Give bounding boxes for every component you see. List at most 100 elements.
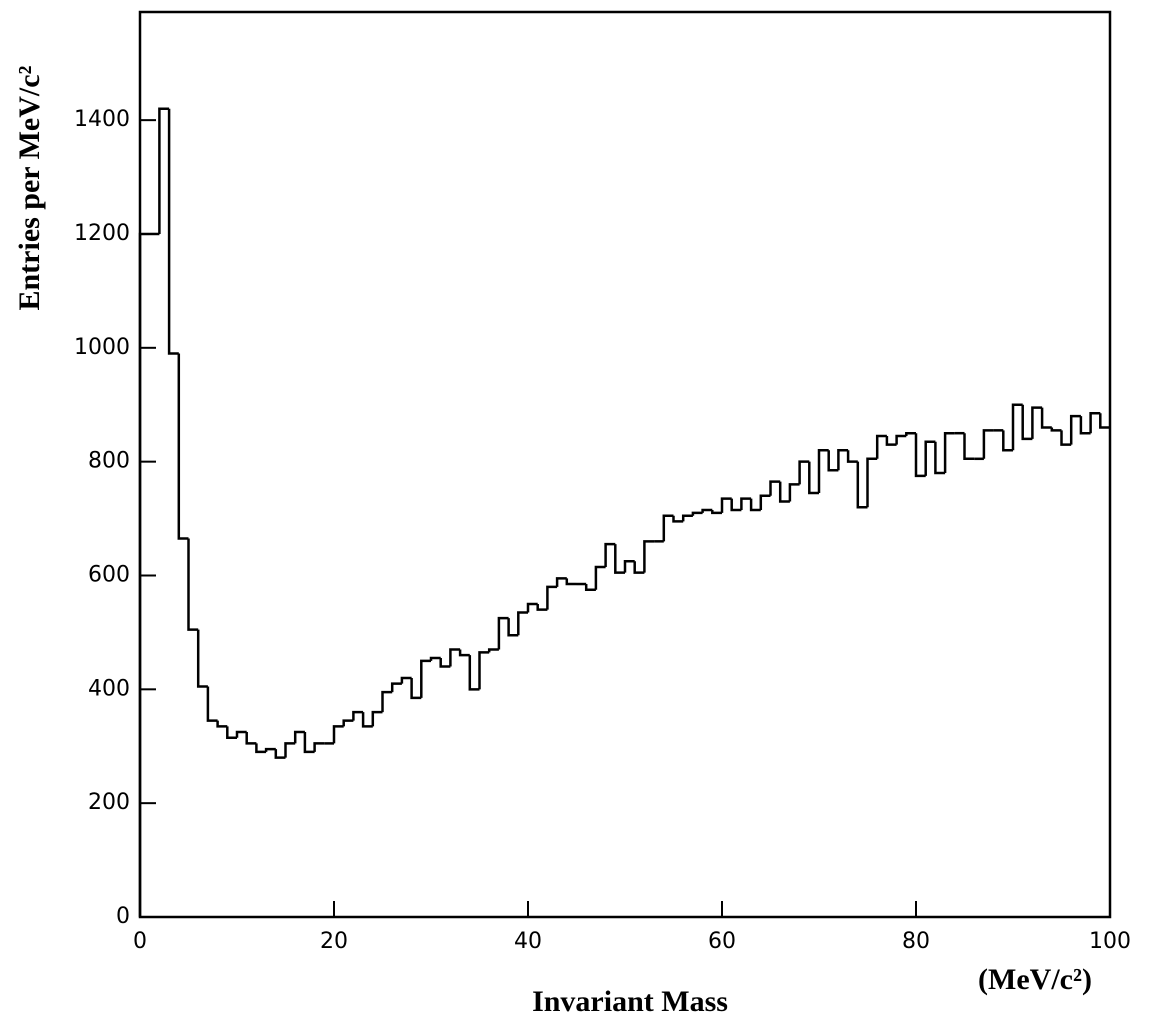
- x-tick-label: 20: [320, 929, 348, 954]
- y-tick-label: 1400: [74, 107, 130, 132]
- histogram-bin: [371, 710, 383, 727]
- histogram-bin: [1079, 416, 1091, 435]
- histogram-bin: [749, 498, 761, 512]
- histogram-bin: [274, 749, 286, 759]
- histogram-bin: [1002, 430, 1013, 452]
- histogram-bin: [924, 440, 936, 476]
- histogram-bin: [1060, 430, 1072, 446]
- histogram-bin: [643, 540, 655, 573]
- histogram-bin: [187, 538, 199, 631]
- y-tick-label: 800: [88, 449, 130, 474]
- x-tick-label: 100: [1089, 929, 1131, 954]
- histogram-bin: [934, 441, 946, 475]
- x-tick-label: 60: [708, 929, 736, 954]
- x-tick-label: 0: [133, 929, 147, 954]
- histogram-bin: [468, 655, 480, 691]
- histogram-bin: [167, 108, 179, 355]
- histogram-bin: [817, 449, 829, 493]
- histogram-bin: [681, 514, 693, 522]
- histogram-bin: [856, 461, 868, 509]
- histogram-bin: [759, 494, 771, 511]
- histogram-bin: [138, 232, 150, 917]
- histogram-bin: [313, 742, 325, 752]
- histogram-bin: [497, 616, 509, 650]
- histogram-bin: [458, 649, 470, 657]
- x-axis-title: Invariant Mass: [532, 985, 728, 1018]
- histogram-bin: [905, 431, 916, 437]
- histogram-bin: [633, 561, 645, 574]
- histogram-bin: [691, 511, 703, 516]
- y-tick-label: 200: [88, 790, 130, 815]
- histogram-bin: [866, 457, 878, 508]
- histogram-bin: [701, 508, 713, 513]
- histogram-bin: [429, 656, 441, 661]
- histogram-bin: [526, 602, 538, 613]
- histogram-bin: [284, 742, 296, 758]
- histogram-bin: [846, 450, 858, 463]
- y-axis-title: Entries per MeV/c²: [13, 65, 46, 310]
- histogram-bin: [507, 618, 519, 637]
- histogram-bin: [711, 510, 722, 515]
- histogram-bin: [1031, 406, 1043, 439]
- histogram-bin: [1089, 412, 1101, 434]
- histogram-bin: [293, 730, 305, 744]
- histogram-bin: [720, 497, 732, 513]
- histogram-bin: [808, 461, 819, 495]
- histogram-bin: [216, 720, 228, 728]
- histogram-bin: [594, 565, 606, 590]
- histogram-bin: [584, 584, 596, 591]
- histogram-bin: [235, 730, 247, 738]
- histogram-bin: [361, 712, 373, 728]
- histogram-bin: [1040, 407, 1052, 429]
- histogram-bin: [226, 726, 237, 739]
- histogram-bin: [565, 578, 577, 586]
- histogram-bin: [332, 725, 344, 744]
- x-tick-label: 40: [514, 929, 542, 954]
- histogram-bin: [536, 603, 548, 611]
- histogram-bin: [769, 480, 781, 496]
- histogram-bin: [730, 498, 742, 512]
- histogram-bin: [1099, 413, 1110, 429]
- y-tick-label: 1000: [74, 335, 130, 360]
- histogram-bin: [982, 429, 994, 459]
- histogram-bin: [245, 732, 257, 745]
- histogram-bin: [827, 450, 839, 472]
- histogram-bin: [206, 686, 218, 722]
- histogram-bin: [487, 648, 499, 653]
- histogram-bin: [352, 710, 364, 721]
- histogram-bin: [914, 433, 926, 478]
- y-tick-label: 400: [88, 676, 130, 701]
- y-tick-label: 0: [116, 904, 130, 929]
- histogram-bin: [449, 648, 461, 667]
- histogram-bin: [546, 585, 558, 610]
- histogram-bin: [875, 434, 887, 459]
- y-tick-label: 1200: [74, 221, 130, 246]
- histogram-bin: [788, 483, 800, 502]
- histogram-bin: [837, 449, 849, 471]
- histogram-bin: [778, 481, 790, 503]
- histogram-bin: [478, 651, 490, 690]
- histogram-bin: [303, 732, 315, 754]
- histogram-bin: [517, 611, 528, 636]
- histogram-bin: [158, 107, 170, 234]
- histogram-bin: [672, 515, 684, 523]
- histogram-bin: [410, 677, 422, 700]
- plot-frame: [138, 10, 1112, 919]
- histogram-bin: [342, 719, 354, 727]
- histogram-bin: [943, 431, 955, 474]
- histogram-bin: [740, 497, 752, 511]
- histogram-bin: [798, 460, 810, 485]
- histogram-bin: [662, 514, 674, 542]
- histogram-bin: [439, 658, 451, 668]
- histogram-bin: [1069, 414, 1081, 445]
- histogram-bin: [420, 659, 431, 698]
- histogram-bin: [623, 560, 635, 573]
- histogram-bin: [196, 629, 208, 688]
- histogram-bin: [177, 353, 189, 540]
- histogram-bin: [381, 690, 393, 713]
- x-tick-label: 80: [902, 929, 930, 954]
- histogram-bin: [1050, 427, 1062, 432]
- y-tick-label: 600: [88, 562, 130, 587]
- histogram-bin: [614, 544, 625, 574]
- histogram-bin: [963, 433, 975, 461]
